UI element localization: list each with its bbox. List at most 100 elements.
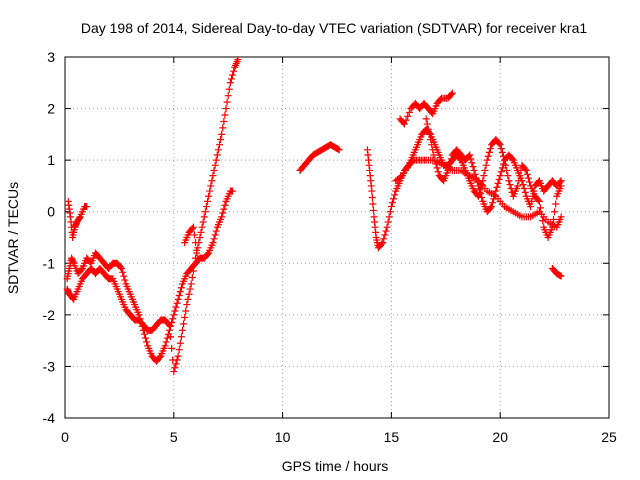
data-point [198,223,206,231]
data-point [423,120,431,128]
data-point [161,342,169,350]
x-tick-label: 0 [61,429,69,445]
data-point [218,130,226,138]
y-tick-label: -1 [43,255,56,271]
data-point [219,209,227,217]
data-point [468,159,476,167]
data-point [472,174,480,182]
data-point [518,177,526,185]
x-tick-labels: 0 5 10 15 20 25 [61,429,617,445]
data-point [487,203,495,211]
data-point [225,85,233,93]
x-tick-label: 25 [601,429,617,445]
data-point [119,268,127,276]
data-point [428,141,436,149]
data-point [548,223,556,231]
data-point [431,156,439,164]
data-point [229,187,237,195]
data-point [469,163,477,171]
data-point [529,192,537,200]
x-tick-label: 20 [492,429,508,445]
data-point [172,360,180,368]
data-point [470,166,478,174]
x-tick-label: 15 [384,429,400,445]
data-point [422,115,430,123]
data-point [176,339,184,347]
data-point [165,321,173,329]
data-point [180,320,188,328]
data-point [222,105,230,113]
data-point [209,172,217,180]
data-point [496,172,504,180]
data-point [368,194,376,202]
data-point [200,213,208,221]
data-point [335,146,343,154]
data-point [557,213,565,221]
series-trace-b [63,56,242,376]
data-point [380,235,388,243]
data-point [538,210,546,218]
data-point [536,204,544,212]
data-point [230,67,238,75]
data-point [187,280,195,288]
data-point [164,320,172,328]
data-point [175,346,183,354]
data-point [188,224,196,232]
data-point [486,204,494,212]
data-point [173,299,181,307]
data-point [397,173,405,181]
data-point [480,172,488,180]
y-tick-labels: -4 -3 -2 -1 0 1 2 3 [43,49,56,426]
data-point [171,307,179,315]
data-point [483,156,491,164]
data-point [447,90,455,98]
data-point [526,178,534,186]
data-point [224,92,232,100]
data-point [121,276,129,284]
data-point [215,141,223,149]
data-point [221,201,229,209]
data-point [444,166,452,174]
data-point [433,164,441,172]
data-point [550,215,558,223]
data-point [521,165,529,173]
data-series [63,56,565,376]
data-point [213,151,221,159]
data-point [429,146,437,154]
data-point [143,338,151,346]
data-point [405,108,413,116]
data-point [489,199,497,207]
data-point [378,240,386,248]
y-tick-label: 2 [47,101,55,117]
data-point [140,330,148,338]
data-point [116,263,124,271]
plot-frame [64,56,610,419]
data-point [221,111,229,119]
data-point [211,161,219,169]
data-point [551,208,559,216]
data-point [368,187,376,195]
data-point [432,160,440,168]
data-point [181,313,189,321]
data-point [519,181,527,189]
series-trace-g [422,115,565,216]
data-point [229,71,237,79]
data-point [425,130,433,138]
data-point [495,175,503,183]
data-point [385,213,393,221]
data-point [170,368,178,376]
data-point [384,218,392,226]
data-point [402,116,410,124]
data-point [142,334,150,342]
y-tick-label: 3 [47,49,55,65]
data-point [120,272,128,280]
data-point [209,239,217,247]
data-point [479,177,487,185]
data-point [183,301,191,309]
data-point [427,136,435,144]
data-point [170,311,178,319]
data-point [424,125,432,133]
data-point [404,112,412,120]
data-point [495,139,503,147]
y-tick-label: -2 [43,307,56,323]
